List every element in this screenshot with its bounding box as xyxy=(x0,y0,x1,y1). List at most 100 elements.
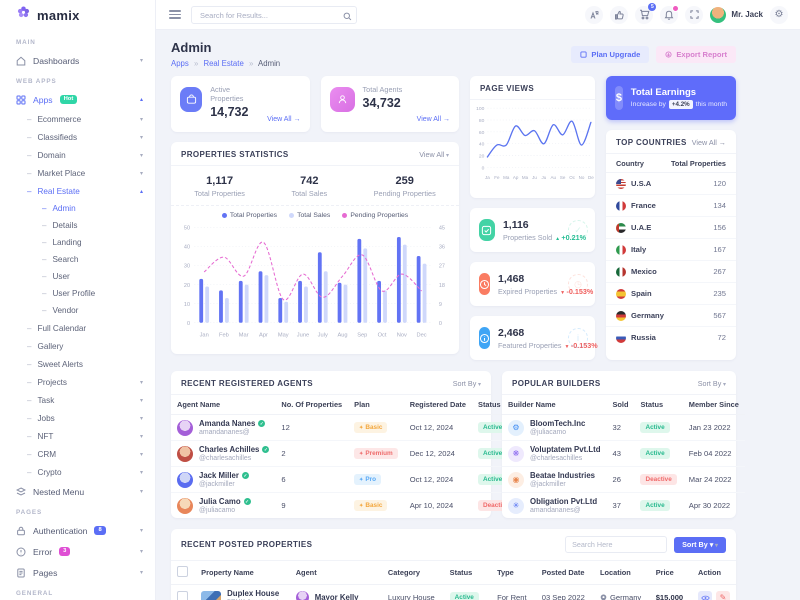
sidebar-item-crypto[interactable]: Crypto▾ xyxy=(0,463,155,481)
export-report-button[interactable]: Export Report xyxy=(656,46,736,63)
sidebar-item-apps[interactable]: Apps Hot ▴ xyxy=(0,89,155,110)
builder-row[interactable]: ❋ Voluptatem Pvt.Ltd @charlesachilles 43 A… xyxy=(502,440,745,467)
plan-upgrade-button[interactable]: Plan Upgrade xyxy=(571,46,650,63)
sidebar-item-task[interactable]: Task▾ xyxy=(0,391,155,409)
sidebar-item-sweet-alerts[interactable]: Sweet Alerts xyxy=(0,355,155,373)
country-row[interactable]: Spain 235 xyxy=(606,283,736,305)
property-row[interactable]: Duplex House5BHK Apartment Mayor Kelly L… xyxy=(171,584,736,600)
edit-action-button[interactable]: ✎ xyxy=(716,590,730,600)
sidebar-item-details[interactable]: Details xyxy=(0,217,155,234)
sidebar-item-search[interactable]: Search xyxy=(0,251,155,268)
country-row[interactable]: Russia 72 xyxy=(606,327,736,348)
view-action-button[interactable] xyxy=(698,590,712,600)
alert-circle-icon xyxy=(16,547,26,556)
info-watermark-icon: i xyxy=(568,328,588,348)
breadcrumb-apps[interactable]: Apps xyxy=(171,59,189,68)
sidebar-item-projects[interactable]: Projects▾ xyxy=(0,373,155,391)
svg-text:0: 0 xyxy=(187,321,190,327)
avatar xyxy=(177,497,193,514)
legend-dot xyxy=(221,213,227,218)
breadcrumb-current: Admin xyxy=(258,59,281,68)
view-all-link[interactable]: View All xyxy=(417,116,450,123)
view-all-dropdown[interactable]: View All xyxy=(419,150,449,159)
top-countries-card: TOP COUNTRIES View All Country Total Pro… xyxy=(606,130,736,360)
sidebar-item-landing[interactable]: Landing xyxy=(0,234,155,251)
table-search-input[interactable] xyxy=(565,536,668,553)
svg-text:20: 20 xyxy=(184,283,190,289)
sidebar-item-vendor[interactable]: Vendor xyxy=(0,302,155,319)
recent-registered-agents-card: RECENT REGISTERED AGENTS Sort By Agent N… xyxy=(171,371,521,518)
builder-logo-icon: ◉ xyxy=(508,471,524,488)
verified-icon: ✓ xyxy=(243,498,251,505)
sidebar-item-dashboards[interactable]: Dashboards ▾ xyxy=(0,50,155,71)
page-views-card: PAGE VIEWS 0 20 40 60 80 100 Ja Fe Ma Ap Ma Ju Ju Au S… xyxy=(470,76,595,198)
search-icon[interactable] xyxy=(343,8,352,26)
country-row[interactable]: Italy 167 xyxy=(606,239,736,261)
sort-by-button[interactable]: Sort By ▾ xyxy=(674,536,726,553)
status-badge: Deactive xyxy=(640,474,677,485)
country-row[interactable]: U.A.E 156 xyxy=(606,217,736,239)
likes-icon[interactable] xyxy=(610,5,629,24)
svg-text:60: 60 xyxy=(479,130,485,136)
sidebar-item-jobs[interactable]: Jobs▾ xyxy=(0,409,155,427)
popular-builders-card: POPULAR BUILDERS Sort By Builder Name So… xyxy=(502,371,745,518)
cart-icon[interactable]: 5 xyxy=(635,2,657,24)
country-row[interactable]: Germany 567 xyxy=(606,305,736,327)
sidebar-item-nested-menu[interactable]: Nested Menu ▾ xyxy=(0,481,155,502)
country-row[interactable]: Mexico 267 xyxy=(606,261,736,283)
chevron-down-icon: ▾ xyxy=(139,549,143,555)
chevron-down-icon: ▾ xyxy=(139,134,143,141)
row-checkbox[interactable] xyxy=(177,591,188,600)
country-row[interactable]: France 134 xyxy=(606,195,736,217)
sidebar-item-authentication[interactable]: Authentication 8 ▾ xyxy=(0,520,155,541)
avatar xyxy=(295,591,309,600)
sidebar-item-crm[interactable]: CRM▾ xyxy=(0,445,155,463)
agent-row[interactable]: Amanda Nanes ✓ amandananes@ 12 ✦ Basic Oct … xyxy=(171,414,521,441)
user-name: Mr. Jack xyxy=(731,10,763,19)
legend-dot xyxy=(342,213,348,218)
view-all-link[interactable]: View All xyxy=(692,138,726,147)
fullscreen-icon[interactable] xyxy=(685,5,704,24)
sidebar-item-gallery[interactable]: Gallery xyxy=(0,337,155,355)
agent-row[interactable]: Julia Camo ✓ @juliacamo 9 ✦ Basic Apr 10, 2… xyxy=(171,493,520,519)
select-all-checkbox[interactable] xyxy=(177,566,188,577)
sidebar-item-nft[interactable]: NFT▾ xyxy=(0,427,155,445)
sidebar-item-domain[interactable]: Domain▾ xyxy=(0,146,155,164)
verified-icon: ✓ xyxy=(262,446,270,453)
info-icon xyxy=(479,327,490,349)
menu-toggle-icon[interactable] xyxy=(169,8,181,21)
sort-by-dropdown[interactable]: Sort By xyxy=(698,379,726,388)
view-all-link[interactable]: View All xyxy=(267,116,300,123)
language-icon[interactable] xyxy=(585,5,604,24)
notifications-icon[interactable] xyxy=(660,4,680,24)
card-title: PROPERTIES STATISTICS xyxy=(181,150,289,159)
agent-row[interactable]: Jack Miller ✓ @jackmiller 6 ✦ Pro Oct 12, 2… xyxy=(171,466,521,493)
search-input[interactable] xyxy=(191,6,357,25)
sidebar: mamix MAIN Dashboards ▾ WEB APPS Apps Hot… xyxy=(0,0,156,600)
builder-row[interactable]: ◉ Beatae Industries @jackmiller 26 Deactiv… xyxy=(502,466,745,493)
agent-row[interactable]: Charles Achilles ✓ @charlesachilles 2 ✦ Pre… xyxy=(171,440,521,467)
svg-text:Nov: Nov xyxy=(397,333,407,339)
brand[interactable]: mamix xyxy=(0,0,155,30)
builder-row[interactable]: ✳ Obligation Pvt.Ltd amandananes@ 37 Activ… xyxy=(502,493,745,519)
settings-gear-icon[interactable]: ⚙ xyxy=(770,5,788,24)
sidebar-item-ecommerce[interactable]: Ecommerce▾ xyxy=(0,110,155,128)
star-icon: ✦ xyxy=(359,450,364,457)
sidebar-item-real-estate[interactable]: Real Estate▴ xyxy=(0,182,155,200)
property-photo xyxy=(201,590,222,600)
sidebar-item-classifieds[interactable]: Classifieds▾ xyxy=(0,128,155,146)
breadcrumb-real-estate[interactable]: Real Estate xyxy=(203,59,244,68)
sidebar-item-market-place[interactable]: Market Place▾ xyxy=(0,164,155,182)
sidebar-item-user-profile[interactable]: User Profile xyxy=(0,285,155,302)
status-badge: Deactive xyxy=(478,500,515,511)
sidebar-item-full-calendar[interactable]: Full Calendar xyxy=(0,319,155,337)
sidebar-item-error[interactable]: Error 3 ▾ xyxy=(0,541,155,562)
clock-watermark-icon: ◷ xyxy=(568,274,588,294)
user-menu[interactable]: Mr. Jack xyxy=(710,6,763,23)
sidebar-item-pages[interactable]: Pages ▾ xyxy=(0,562,155,583)
sidebar-item-admin[interactable]: Admin xyxy=(0,200,155,217)
country-row[interactable]: U.S.A 120 xyxy=(606,173,736,195)
sidebar-item-user[interactable]: User xyxy=(0,268,155,285)
builder-row[interactable]: ⚙ BloomTech.Inc @juliacamo 32 Active Jan 2… xyxy=(502,414,745,441)
sort-by-dropdown[interactable]: Sort By xyxy=(453,379,481,388)
